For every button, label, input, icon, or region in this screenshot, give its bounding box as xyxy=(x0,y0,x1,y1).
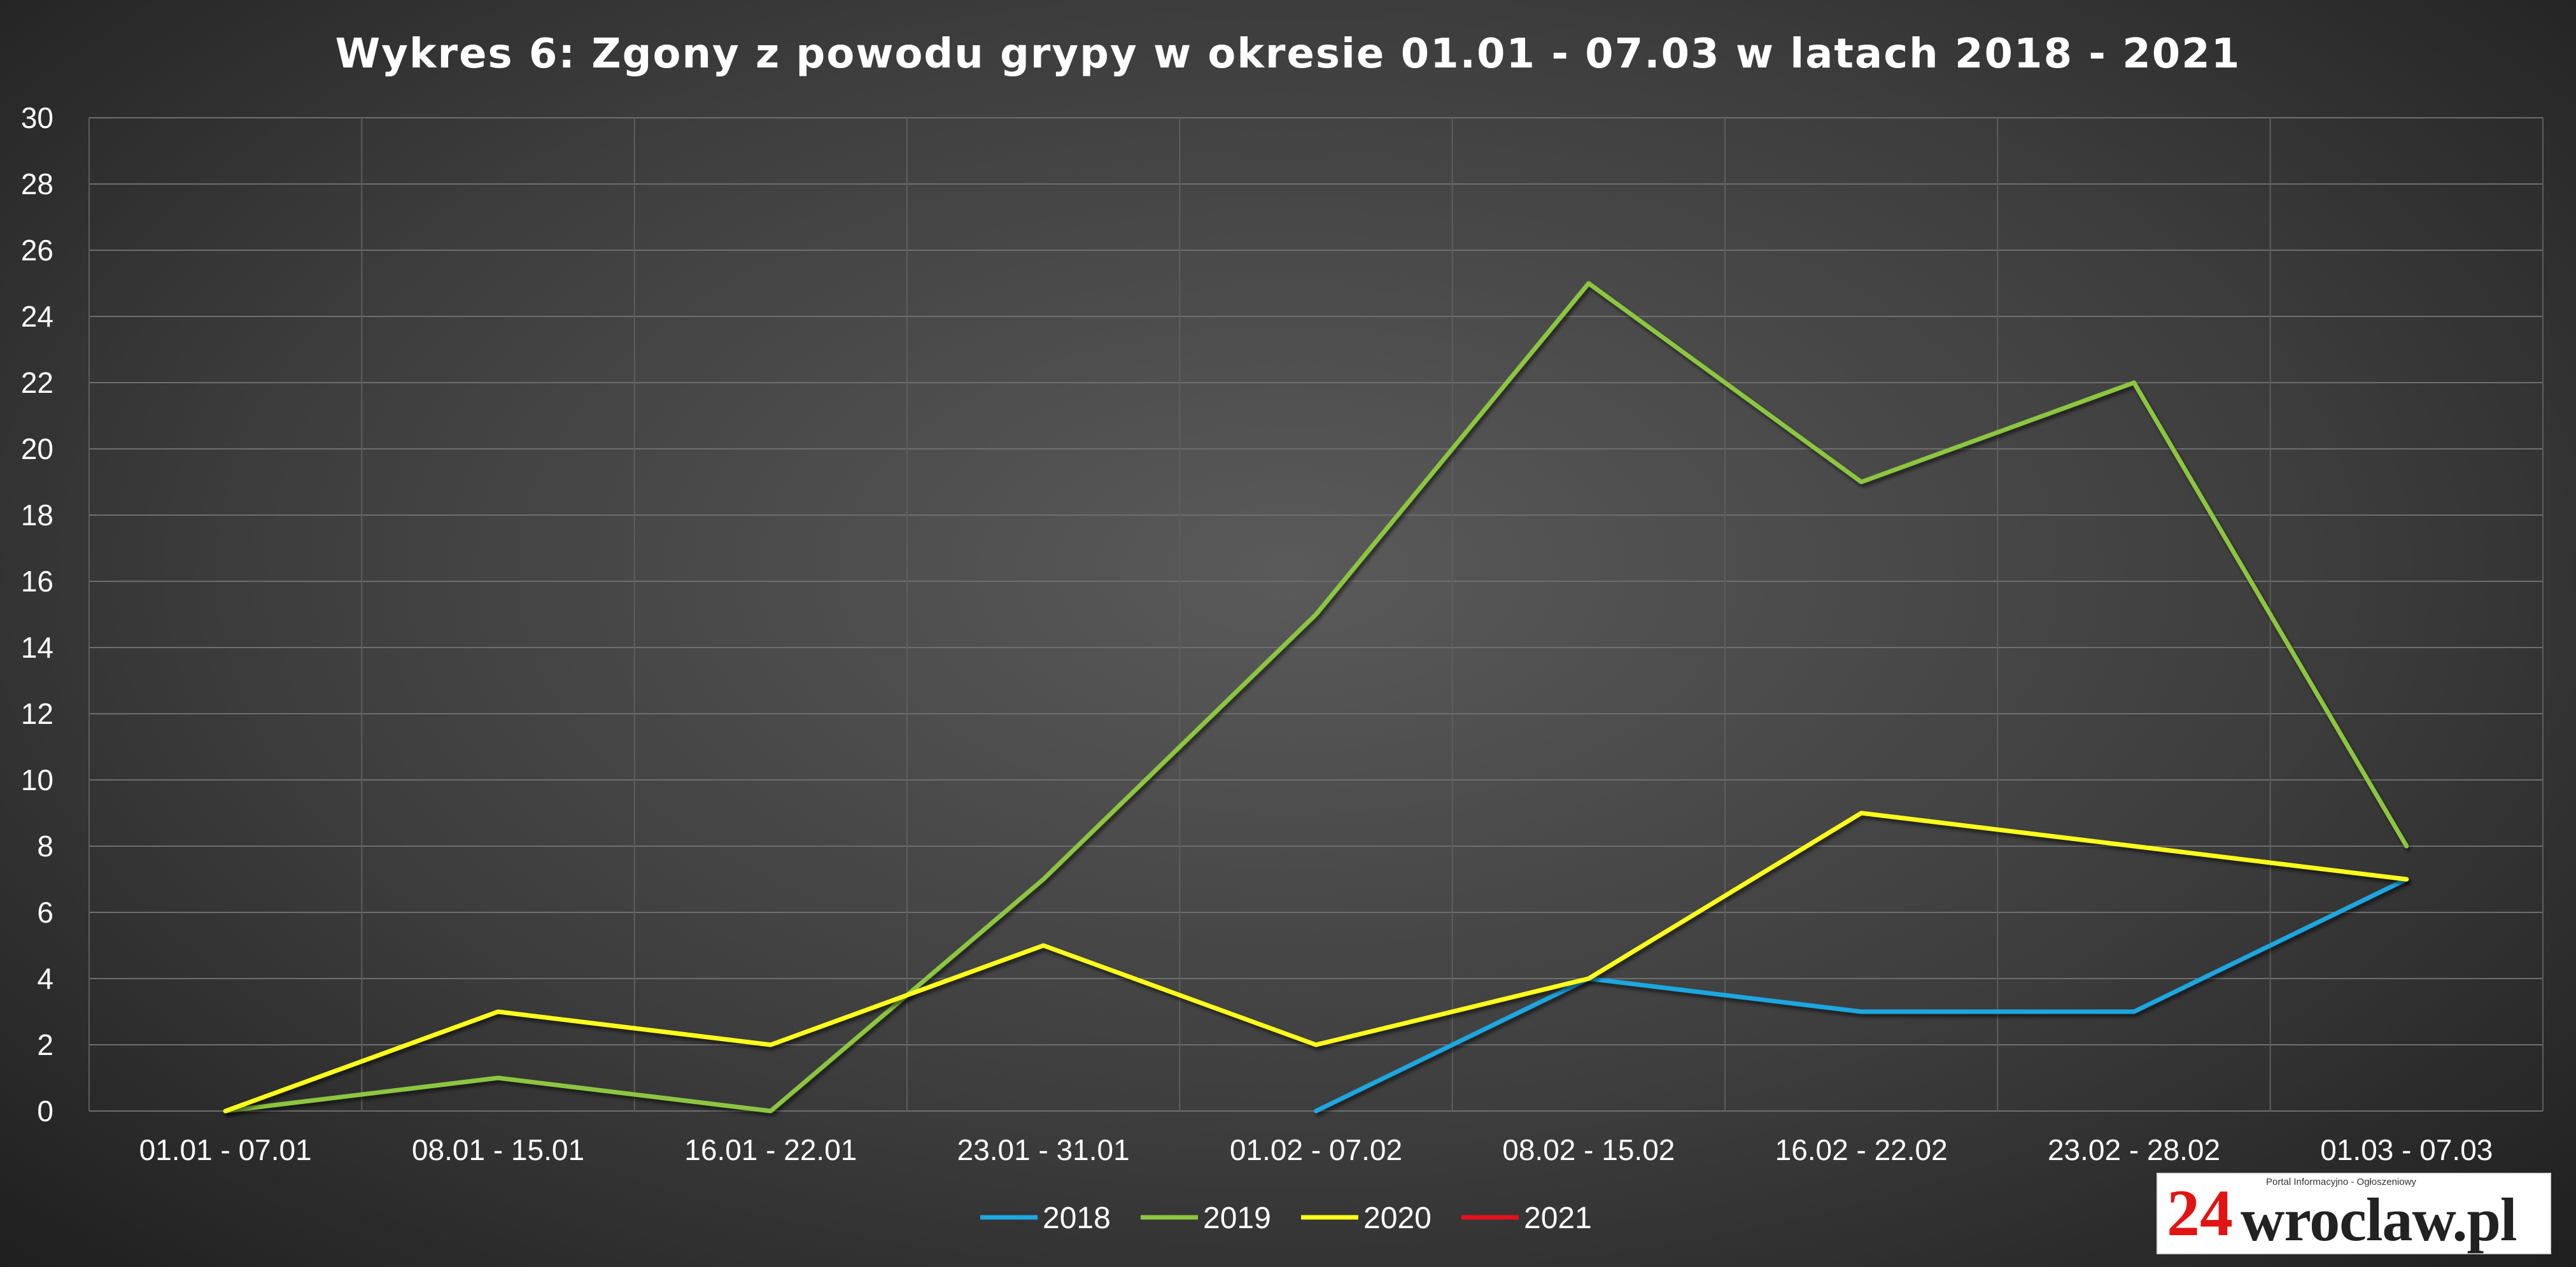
series-line-2018 xyxy=(1314,877,2409,1114)
site-logo: Portal Informacyjno - Ogłoszeniowy 24 wr… xyxy=(2157,1173,2551,1254)
x-axis-tick-labels: 01.01 - 07.01 08.01 - 15.01 16.01 - 22.01 2… xyxy=(139,1133,2493,1166)
x-tick-label: 23.01 - 31.01 xyxy=(957,1133,1130,1166)
y-tick-label: 12 xyxy=(21,697,53,730)
series-lines xyxy=(223,281,2409,1114)
series-line-2019 xyxy=(223,281,2409,1114)
y-tick-label: 0 xyxy=(37,1094,53,1128)
x-tick-label: 16.02 - 22.02 xyxy=(1775,1133,1948,1166)
series-line-2020 xyxy=(223,810,2409,1114)
logo-number: 24 xyxy=(2167,1177,2233,1250)
y-tick-label: 14 xyxy=(21,631,53,664)
y-tick-label: 6 xyxy=(37,896,53,929)
y-tick-label: 4 xyxy=(37,962,53,995)
y-tick-label: 28 xyxy=(21,167,53,201)
x-tick-label: 01.01 - 07.01 xyxy=(139,1133,312,1166)
y-tick-label: 8 xyxy=(37,830,53,863)
logo-tagline: Portal Informacyjno - Ogłoszeniowy xyxy=(2266,1177,2416,1187)
x-tick-label: 08.02 - 15.02 xyxy=(1502,1133,1675,1166)
y-tick-label: 20 xyxy=(21,432,53,465)
x-tick-label: 01.02 - 07.02 xyxy=(1230,1133,1402,1166)
legend-label-2020: 2020 xyxy=(1363,1201,1432,1235)
x-tick-label: 23.02 - 28.02 xyxy=(2048,1133,2220,1166)
y-tick-label: 22 xyxy=(21,366,53,399)
x-tick-label: 16.01 - 22.01 xyxy=(684,1133,857,1166)
y-tick-label: 2 xyxy=(37,1028,53,1061)
legend-label-2019: 2019 xyxy=(1203,1201,1271,1235)
y-tick-label: 18 xyxy=(21,499,53,532)
gridlines xyxy=(88,117,2544,1112)
chart-title: Wykres 6: Zgony z powodu grypy w okresie… xyxy=(335,31,2241,78)
legend: 2018 2019 2020 2021 xyxy=(980,1201,1592,1235)
legend-label-2018: 2018 xyxy=(1043,1201,1111,1235)
y-tick-label: 16 xyxy=(21,565,53,598)
legend-label-2021: 2021 xyxy=(1524,1201,1592,1235)
y-tick-label: 24 xyxy=(21,300,53,333)
x-tick-label: 08.01 - 15.01 xyxy=(412,1133,584,1166)
y-tick-label: 30 xyxy=(21,101,53,134)
logo-name: wroclaw.pl xyxy=(2241,1186,2517,1254)
x-tick-label: 01.03 - 07.03 xyxy=(2320,1133,2493,1166)
y-tick-label: 26 xyxy=(21,234,53,267)
y-tick-label: 10 xyxy=(21,763,53,796)
